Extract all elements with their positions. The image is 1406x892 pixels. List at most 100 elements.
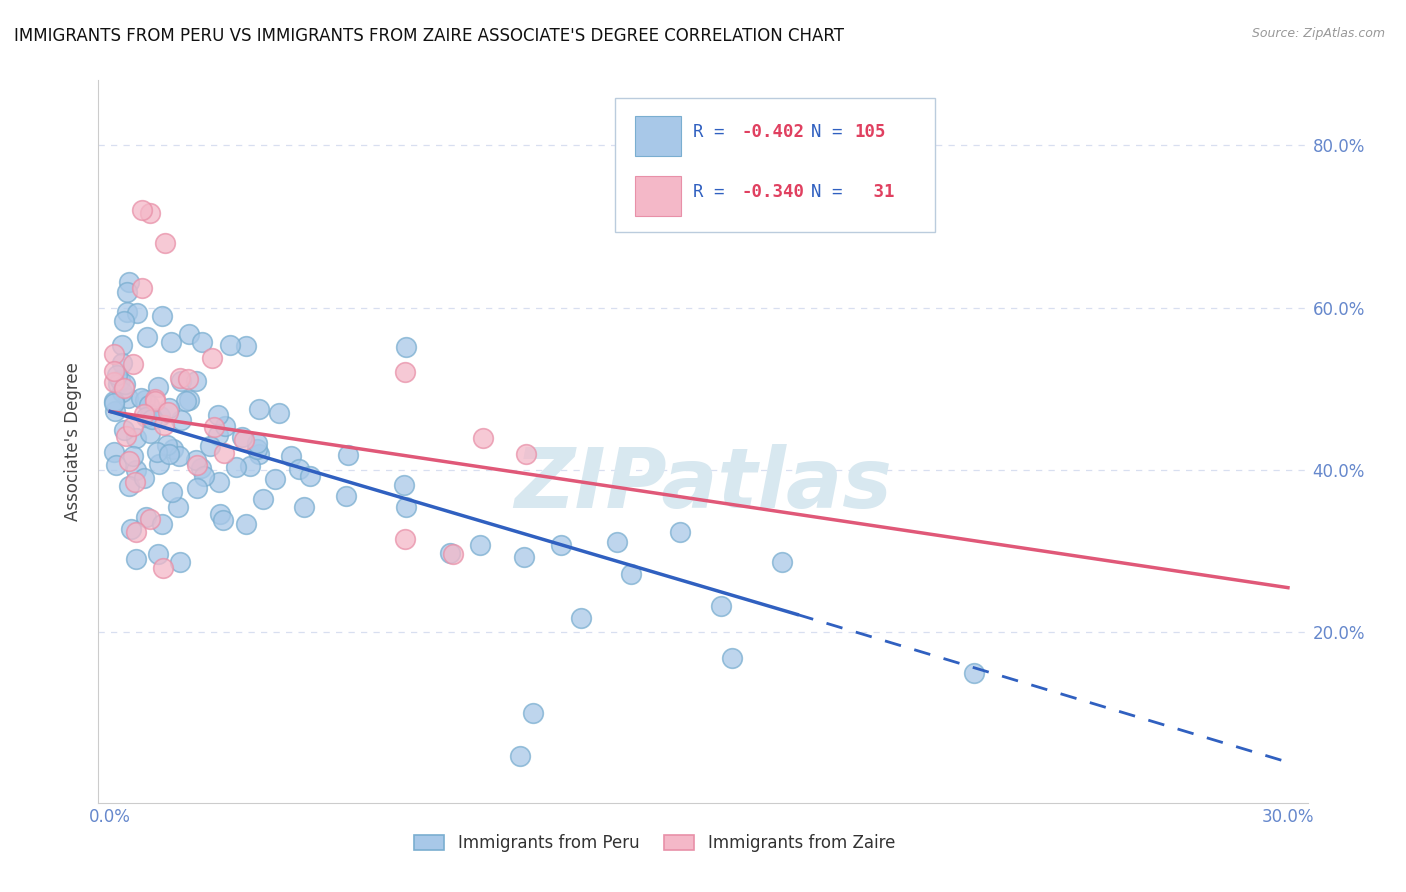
Point [148, 547, 170, 561]
Point [120, 522, 142, 536]
Point [160, 334, 183, 349]
Point [232, 433, 254, 447]
Point [141, 411, 163, 425]
Point [186, 458, 208, 472]
Point [207, 409, 229, 423]
Point [138, 407, 160, 421]
Text: -0.402: -0.402 [742, 123, 804, 141]
Point [292, 500, 315, 514]
Point [235, 517, 257, 532]
Point [512, 550, 534, 565]
Point [170, 413, 193, 427]
Text: ZIPatlas: ZIPatlas [515, 444, 891, 525]
Point [569, 611, 592, 625]
Point [395, 500, 418, 514]
Point [105, 368, 128, 383]
Bar [636, 116, 682, 156]
Point [103, 396, 125, 410]
Point [125, 431, 148, 445]
Point [122, 357, 145, 371]
Legend: Immigrants from Peru, Immigrants from Zaire: Immigrants from Peru, Immigrants from Za… [415, 834, 896, 852]
Point [522, 706, 544, 720]
Point [267, 406, 290, 420]
Point [471, 431, 494, 445]
Text: 31: 31 [863, 183, 894, 202]
Text: N =: N = [811, 123, 842, 141]
Point [160, 484, 183, 499]
Point [335, 489, 357, 503]
Point [143, 394, 166, 409]
Point [117, 454, 139, 468]
Point [167, 449, 190, 463]
Point [252, 491, 274, 506]
Point [124, 551, 146, 566]
Point [710, 599, 733, 614]
Point [963, 666, 986, 681]
Point [246, 435, 269, 450]
Point [214, 418, 236, 433]
Point [186, 374, 208, 388]
Point [111, 338, 134, 352]
Point [145, 445, 167, 459]
Point [121, 449, 143, 463]
Point [127, 306, 149, 320]
Point [193, 469, 215, 483]
Point [190, 461, 212, 475]
Point [150, 309, 173, 323]
Point [122, 418, 145, 433]
Point [103, 394, 125, 409]
Point [212, 513, 235, 527]
Point [336, 448, 359, 462]
Point [247, 447, 270, 461]
Point [111, 384, 134, 399]
Y-axis label: Associate's Degree: Associate's Degree [65, 362, 83, 521]
Point [772, 555, 794, 569]
Point [132, 408, 155, 422]
Point [114, 377, 136, 392]
Point [225, 460, 247, 475]
Point [207, 428, 229, 442]
Point [177, 372, 200, 386]
Point [152, 561, 174, 575]
Point [509, 748, 531, 763]
Point [103, 375, 125, 389]
Point [156, 405, 179, 419]
Point [136, 329, 159, 343]
Point [103, 444, 125, 458]
Point [550, 538, 572, 552]
Point [112, 313, 135, 327]
Point [186, 482, 208, 496]
Point [118, 479, 141, 493]
Point [139, 511, 162, 525]
Point [117, 391, 139, 405]
Point [111, 355, 134, 369]
Point [115, 429, 138, 443]
Point [287, 462, 309, 476]
Point [149, 409, 172, 424]
Point [394, 478, 416, 492]
Point [124, 475, 146, 490]
Point [212, 446, 235, 460]
Point [112, 423, 135, 437]
Point [721, 651, 744, 665]
Point [298, 469, 321, 483]
Point [235, 339, 257, 353]
Point [103, 364, 125, 378]
Point [167, 500, 190, 515]
Text: IMMIGRANTS FROM PERU VS IMMIGRANTS FROM ZAIRE ASSOCIATE'S DEGREE CORRELATION CHA: IMMIGRANTS FROM PERU VS IMMIGRANTS FROM … [14, 27, 844, 45]
Point [186, 453, 208, 467]
Point [208, 475, 231, 489]
Point [179, 393, 201, 408]
Text: -0.340: -0.340 [742, 183, 804, 202]
Point [125, 525, 148, 540]
Point [143, 392, 166, 406]
Point [200, 351, 222, 366]
Point [103, 347, 125, 361]
Point [191, 335, 214, 350]
Point [153, 235, 176, 250]
Point [131, 203, 153, 218]
Point [139, 206, 162, 220]
Point [132, 471, 155, 485]
Point [157, 447, 180, 461]
Point [395, 340, 418, 354]
